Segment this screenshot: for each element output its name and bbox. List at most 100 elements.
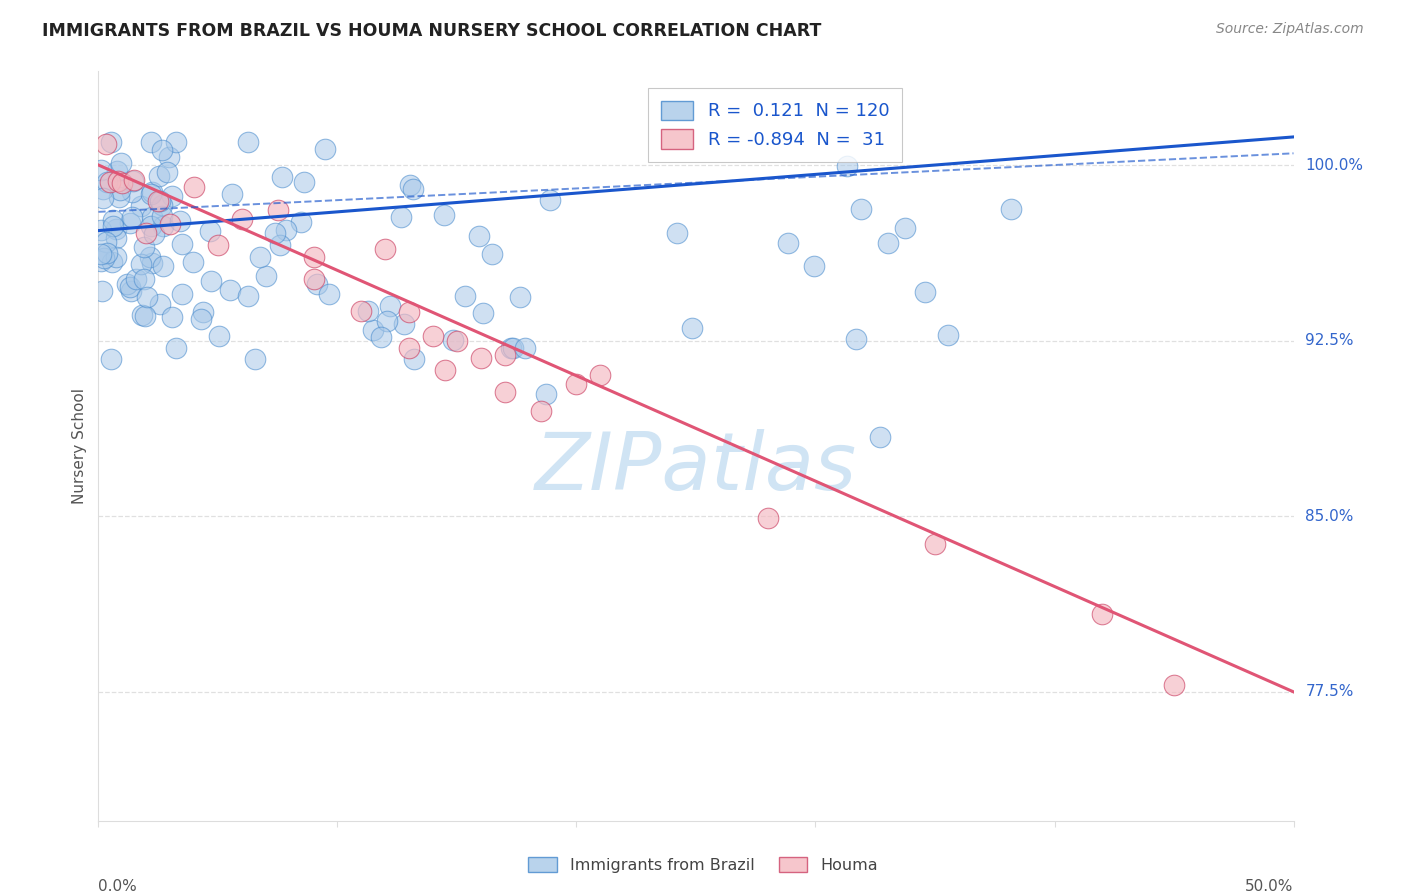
Point [1091, 607, 1114, 621]
Point [90, 253, 112, 268]
Point [357, 304, 380, 318]
Point [107, 174, 129, 188]
Text: IMMIGRANTS FROM BRAZIL VS HOUMA NURSERY SCHOOL CORRELATION CHART: IMMIGRANTS FROM BRAZIL VS HOUMA NURSERY … [42, 22, 821, 40]
Point [120, 284, 142, 298]
Point [236, 135, 259, 149]
Point [141, 210, 163, 224]
Point [105, 222, 128, 236]
Point [90, 247, 112, 261]
Point [534, 387, 557, 401]
Point [121, 185, 143, 199]
Point [398, 341, 420, 355]
Point [141, 219, 163, 234]
Point [530, 404, 553, 418]
Point [156, 165, 179, 179]
Point [101, 219, 124, 233]
Point [148, 194, 170, 208]
Point [108, 190, 131, 204]
Point [100, 351, 122, 366]
Point [94, 136, 117, 151]
Point [96, 175, 118, 189]
Point [589, 368, 612, 382]
Point [91, 284, 114, 298]
Point [249, 250, 271, 264]
Point [91, 191, 114, 205]
Point [105, 163, 128, 178]
Point [271, 170, 294, 185]
Point [105, 250, 128, 264]
Point [350, 303, 373, 318]
Point [191, 305, 214, 319]
Point [269, 238, 291, 252]
Point [110, 155, 132, 169]
Point [100, 255, 122, 269]
Text: ZIPatlas: ZIPatlas [534, 429, 858, 508]
Point [94, 235, 117, 250]
Point [143, 227, 166, 241]
Point [121, 173, 143, 187]
Point [169, 214, 191, 228]
Point [924, 537, 946, 551]
Point [936, 328, 959, 343]
Point [914, 285, 936, 299]
Point [118, 216, 141, 230]
Point [776, 236, 799, 251]
Point [132, 240, 155, 254]
Point [148, 169, 170, 183]
Point [166, 135, 188, 149]
Point [160, 189, 183, 203]
Point [302, 272, 325, 286]
Point [231, 212, 253, 227]
Point [681, 321, 703, 335]
Point [118, 280, 141, 294]
Point [375, 314, 398, 328]
Point [432, 208, 454, 222]
Point [314, 142, 336, 156]
Point [243, 352, 266, 367]
Point [434, 363, 457, 377]
Point [141, 256, 163, 270]
Legend: Immigrants from Brazil, Houma: Immigrants from Brazil, Houma [522, 851, 884, 880]
Point [150, 198, 173, 212]
Point [361, 323, 384, 337]
Point [149, 297, 172, 311]
Point [454, 289, 477, 303]
Point [221, 187, 243, 202]
Point [141, 185, 163, 199]
Text: 77.5%: 77.5% [1306, 684, 1354, 699]
Point [515, 341, 537, 355]
Point [90, 163, 112, 178]
Point [392, 317, 415, 331]
Point [665, 226, 688, 240]
Legend: R =  0.121  N = 120, R = -0.894  N =  31: R = 0.121 N = 120, R = -0.894 N = 31 [648, 88, 903, 162]
Point [401, 182, 423, 196]
Text: 92.5%: 92.5% [1306, 333, 1354, 348]
Point [111, 176, 134, 190]
Point [141, 186, 163, 201]
Point [835, 159, 858, 173]
Text: 50.0%: 50.0% [1246, 880, 1294, 892]
Point [844, 332, 866, 346]
Point [494, 348, 516, 362]
Point [134, 272, 156, 286]
Point [135, 290, 157, 304]
Point [290, 215, 312, 229]
Point [318, 286, 340, 301]
Point [499, 341, 522, 355]
Point [509, 290, 531, 304]
Point [468, 229, 491, 244]
Point [91, 182, 114, 196]
Point [398, 178, 420, 192]
Point [129, 256, 152, 270]
Point [803, 259, 825, 273]
Point [183, 180, 205, 194]
Point [481, 246, 503, 260]
Point [165, 341, 187, 355]
Text: 0.0%: 0.0% [98, 880, 138, 892]
Point [389, 210, 412, 224]
Point [150, 209, 173, 223]
Point [93, 252, 115, 266]
Point [125, 272, 148, 286]
Point [446, 334, 468, 348]
Point [181, 255, 204, 269]
